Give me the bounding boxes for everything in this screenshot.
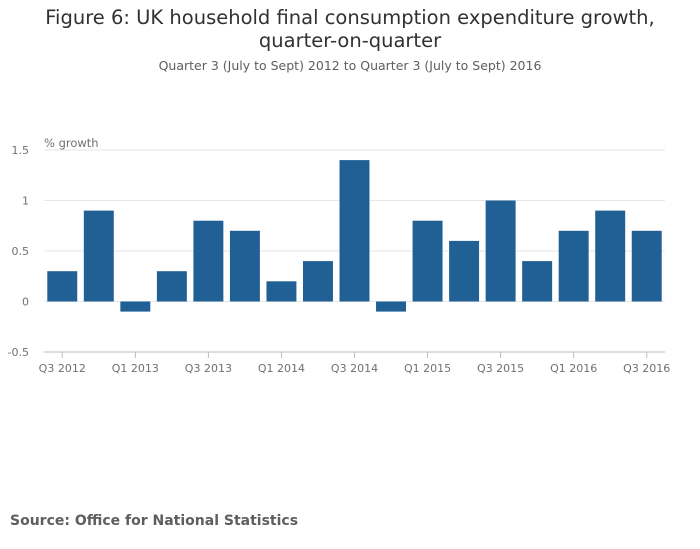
x-tick-label: Q3 2012: [39, 362, 86, 375]
bar[interactable]: [522, 261, 553, 302]
source-note: Source: Office for National Statistics: [10, 513, 299, 529]
y-tick-label: 1: [22, 195, 29, 208]
axes: 1.5 1 0.5 0 -0.5 Q3 2012 Q1 2013 Q3 2013 Q1 2014…: [8, 144, 671, 375]
bar[interactable]: [485, 200, 516, 302]
y-tick-label: 1.5: [12, 144, 30, 157]
chart-title: Figure 6: UK household final consumption…: [0, 6, 700, 52]
bar[interactable]: [47, 271, 78, 302]
bar[interactable]: [302, 261, 333, 302]
bar[interactable]: [339, 160, 370, 302]
x-tick-label: Q1 2014: [258, 362, 305, 375]
chart-subtitle: Quarter 3 (July to Sept) 2012 to Quarter…: [158, 58, 542, 73]
chart-title-text: Figure 6: UK household final consumption…: [45, 6, 655, 52]
y-axis-label: % growth: [44, 136, 99, 150]
x-tick-label: Q3 2015: [477, 362, 524, 375]
x-tick-label: Q3 2013: [185, 362, 232, 375]
bar[interactable]: [120, 301, 151, 312]
bar[interactable]: [412, 220, 443, 302]
x-tick-label: Q1 2015: [404, 362, 451, 375]
x-tick-label: Q1 2013: [112, 362, 159, 375]
bar[interactable]: [595, 210, 626, 302]
y-tick-label: 0.5: [12, 245, 30, 258]
x-tick-label: Q3 2016: [623, 362, 670, 375]
bar[interactable]: [266, 281, 297, 302]
x-tick-label: Q3 2014: [331, 362, 378, 375]
bars: [47, 160, 662, 312]
y-tick-label: -0.5: [8, 346, 29, 359]
bar[interactable]: [83, 210, 114, 302]
y-tick-label: 0: [22, 296, 29, 309]
bar[interactable]: [193, 220, 224, 302]
bar[interactable]: [229, 230, 260, 302]
x-tick-label: Q1 2016: [550, 362, 597, 375]
bar[interactable]: [156, 271, 187, 302]
bar[interactable]: [449, 240, 480, 302]
bar[interactable]: [376, 301, 407, 312]
bar[interactable]: [631, 230, 662, 302]
bar[interactable]: [558, 230, 589, 302]
